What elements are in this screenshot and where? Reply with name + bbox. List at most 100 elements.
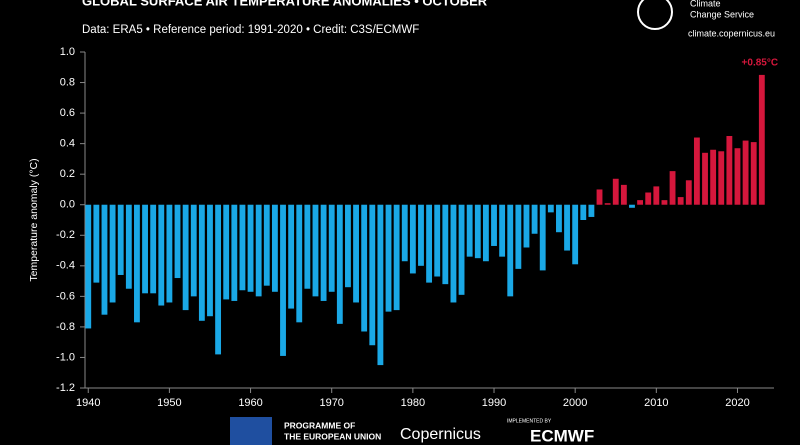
y-tick-label: 0.0 [60, 199, 75, 211]
bar [677, 197, 684, 205]
bar [336, 204, 343, 324]
logo-text: ECMWF [530, 426, 594, 445]
y-tick-label: 0.6 [60, 107, 75, 119]
bar [85, 204, 92, 329]
bar [580, 204, 587, 220]
y-tick-label: -0.6 [56, 290, 75, 302]
bar [531, 204, 538, 234]
bar [645, 192, 652, 205]
bar [101, 204, 108, 315]
bar [734, 148, 741, 205]
bar [718, 151, 725, 205]
y-tick-label: 0.8 [60, 76, 75, 88]
logo-text: Copernicus [400, 426, 481, 443]
bar [434, 204, 441, 277]
bar [109, 204, 116, 303]
bar [361, 204, 368, 332]
y-tick-label: -1.2 [56, 382, 75, 394]
y-tick-label: -0.8 [56, 321, 75, 333]
y-tick-label: -0.2 [56, 229, 75, 241]
annotation: +0.85°C [742, 58, 779, 69]
bar [215, 204, 222, 355]
bar [507, 204, 514, 297]
bar [442, 204, 449, 285]
bar [166, 204, 173, 303]
bar [499, 204, 506, 257]
bar [182, 204, 189, 311]
bar [320, 204, 327, 301]
bar [328, 204, 335, 292]
bar [539, 204, 546, 271]
bar [491, 204, 497, 246]
bar [271, 204, 278, 292]
bar [750, 142, 757, 205]
bar [556, 204, 562, 233]
bar [288, 204, 295, 309]
bar [474, 204, 481, 259]
bar [231, 204, 238, 301]
y-tick-label: -0.4 [56, 260, 75, 272]
bar [596, 189, 603, 205]
eu-flag [230, 417, 272, 445]
bar [93, 204, 100, 283]
bar [515, 204, 522, 269]
logo-url: climate.copernicus.eu [688, 28, 775, 38]
bar [466, 204, 473, 257]
bar [629, 204, 635, 208]
bar [653, 186, 660, 205]
bar [523, 204, 530, 248]
bar [620, 184, 627, 205]
x-tick-label: 1950 [157, 397, 181, 409]
bar [693, 137, 700, 205]
x-tick-label: 1990 [482, 397, 506, 409]
logo-text: PROGRAMME OF [284, 420, 355, 430]
bar [393, 204, 400, 311]
logo-icon [637, 0, 673, 30]
logo-text: THE EUROPEAN UNION [284, 431, 381, 441]
bar [296, 204, 303, 323]
bar [401, 204, 408, 262]
footer-logos: PROGRAMME OF THE EUROPEAN UNION Copernic… [230, 417, 594, 445]
x-tick-label: 2020 [725, 397, 749, 409]
bar [369, 204, 376, 346]
x-tick-label: 1960 [238, 397, 262, 409]
chart-subtitle: Data: ERA5 • Reference period: 1991-2020… [82, 24, 419, 36]
bar [426, 204, 433, 283]
bar [280, 204, 286, 356]
y-tick-label: 0.2 [60, 168, 75, 180]
bar [612, 178, 619, 205]
bar [409, 204, 416, 274]
x-tick-label: 2010 [644, 397, 668, 409]
bar [726, 136, 733, 205]
bar [564, 204, 570, 251]
bar [685, 180, 692, 205]
bar [604, 203, 611, 205]
bar [418, 204, 424, 266]
bar [247, 204, 254, 292]
bar [304, 204, 311, 289]
bar [669, 171, 676, 205]
bar [710, 149, 717, 205]
x-tick-label: 1970 [319, 397, 343, 409]
bar [450, 204, 457, 303]
bar [458, 204, 465, 295]
y-tick-label: -1.0 [56, 351, 75, 363]
bar [742, 140, 749, 205]
bar [547, 204, 554, 213]
x-tick-label: 1940 [76, 397, 100, 409]
y-tick-label: 0.4 [60, 138, 75, 150]
bar [134, 204, 140, 323]
bar [174, 204, 181, 279]
bar [758, 74, 765, 205]
bar [239, 204, 246, 291]
x-tick-label: 2000 [563, 397, 587, 409]
bar [198, 204, 205, 321]
x-tick-label: 1980 [401, 397, 425, 409]
bar [223, 204, 230, 300]
bar [637, 200, 644, 205]
logo-text: Climate [690, 0, 721, 8]
bar [385, 204, 392, 312]
bar [312, 204, 319, 297]
